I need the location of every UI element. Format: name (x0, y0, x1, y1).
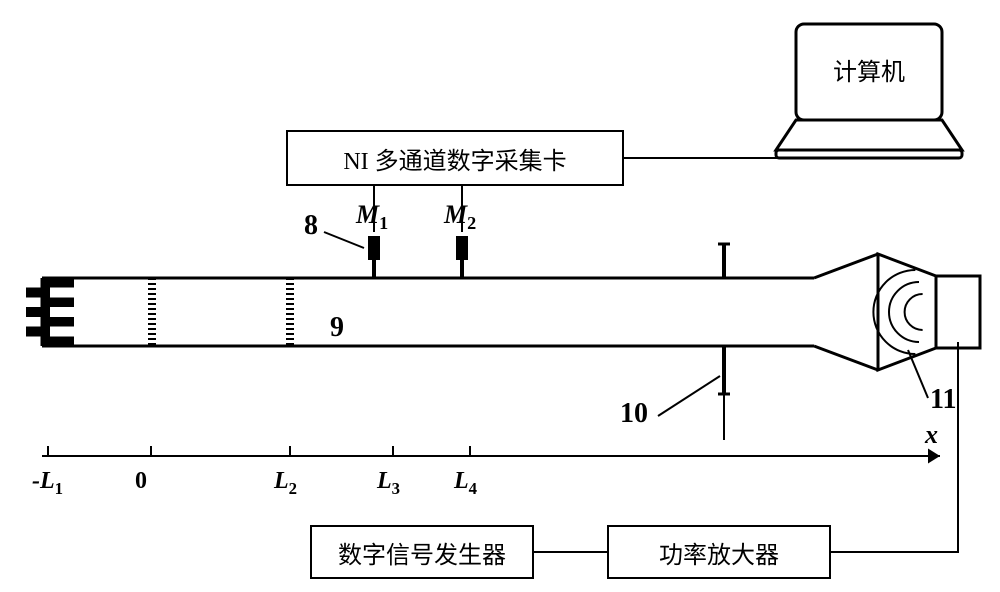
axis-x-label: x (925, 420, 938, 450)
callout-10: 10 (620, 398, 648, 430)
laptop-label: 计算机 (796, 52, 942, 87)
sig-gen: 数字信号发生器 (310, 525, 534, 579)
axis-tick-label-0: -L1 (32, 468, 63, 499)
daq: NI 多通道数字采集卡 (286, 130, 624, 186)
probe-label-m2: M2 (444, 200, 476, 234)
axis-tick-label-2: L2 (274, 468, 297, 499)
callout-11: 11 (930, 384, 956, 416)
probe-m2 (456, 236, 468, 278)
diagram-canvas (0, 0, 1000, 592)
callout-9: 9 (330, 312, 344, 344)
probe-label-m1: M1 (356, 200, 388, 234)
daq-label: NI 多通道数字采集卡 (343, 141, 566, 176)
axis-tick-label-3: L3 (377, 468, 400, 499)
speaker-icon (873, 254, 980, 370)
probe-m1 (368, 236, 380, 278)
laptop-icon (776, 24, 962, 158)
sig-gen-label: 数字信号发生器 (338, 535, 506, 570)
wire-amp-right-speaker-bottom (831, 342, 958, 552)
axis-tick-label-1: 0 (135, 468, 147, 495)
amp: 功率放大器 (607, 525, 831, 579)
callout-8: 8 (304, 210, 318, 242)
amp-label: 功率放大器 (659, 535, 779, 570)
tube-left-obstruction (26, 278, 74, 346)
callout-line-8 (324, 232, 364, 248)
callout-line-11 (908, 350, 928, 398)
axis-tick-label-4: L4 (454, 468, 477, 499)
callout-line-10 (658, 376, 720, 416)
x-axis-arrow (928, 449, 940, 464)
